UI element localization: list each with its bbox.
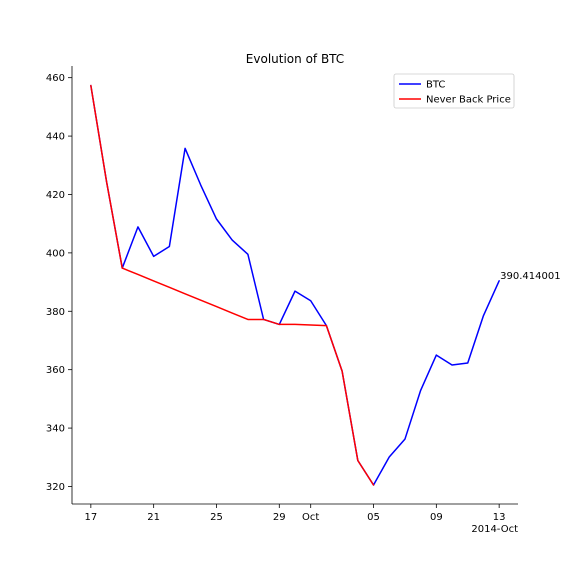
series-line-btc bbox=[90, 84, 500, 486]
y-tick-label: 440 bbox=[46, 132, 65, 143]
series-line-never-back-price bbox=[90, 84, 375, 486]
legend-box bbox=[393, 73, 515, 109]
chart-title: Evolution of BTC bbox=[246, 52, 344, 66]
x-tick-label: 13 bbox=[493, 512, 506, 523]
y-tick-label: 340 bbox=[46, 424, 65, 435]
x-tick-label: 21 bbox=[147, 512, 160, 523]
x-tick-label: 09 bbox=[430, 512, 443, 523]
x-tick-label: 29 bbox=[273, 512, 286, 523]
y-tick-label: 360 bbox=[46, 365, 65, 376]
x-tick-label: 25 bbox=[210, 512, 223, 523]
x-tick-label: Oct bbox=[302, 512, 319, 523]
x-tick-label: 05 bbox=[367, 512, 380, 523]
y-tick-label: 380 bbox=[46, 307, 65, 318]
y-tick-label: 400 bbox=[46, 248, 65, 259]
legend-label: Never Back Price bbox=[426, 95, 511, 106]
series-layer bbox=[90, 84, 500, 486]
legend-label: BTC bbox=[426, 80, 445, 91]
last-value-annotation: 390.414001 bbox=[500, 271, 560, 282]
axes: 320 340 360 380 400 420 440 460 17 21 25 29 Oct 05 09 1… bbox=[46, 66, 518, 535]
y-tick-label: 320 bbox=[46, 482, 65, 493]
y-tick-label: 460 bbox=[46, 73, 65, 84]
x-offset-label: 2014-Oct bbox=[471, 524, 518, 535]
x-tick-label: 17 bbox=[84, 512, 97, 523]
legend: BTC Never Back Price bbox=[393, 73, 515, 109]
y-tick-label: 420 bbox=[46, 190, 65, 201]
